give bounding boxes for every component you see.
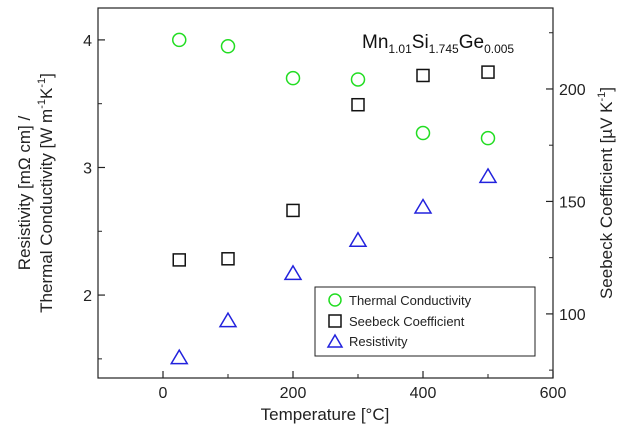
y-left-axis-title: Resistivity [mΩ cm] / Thermal Conductivi… bbox=[15, 73, 56, 313]
point-resistivity bbox=[413, 198, 433, 214]
legend-label-seebeck: Seebeck Coefficient bbox=[349, 314, 465, 329]
point-seebeck-coefficient bbox=[481, 65, 495, 79]
point-seebeck-coefficient bbox=[286, 203, 300, 218]
data-marks bbox=[169, 32, 498, 365]
legend-marker-resistivity bbox=[326, 333, 344, 348]
y-left-tick-label: 4 bbox=[83, 33, 92, 50]
legend-marker-thermal-conductivity bbox=[328, 293, 342, 307]
point-resistivity bbox=[348, 231, 368, 247]
y-right-axis-title: Seebeck Coefficient [µV K-1] bbox=[596, 87, 616, 299]
y-right-tick-label: 100 bbox=[559, 307, 586, 324]
x-axis-title: Temperature [°C] bbox=[261, 405, 390, 424]
y-right-tick-label: 150 bbox=[559, 194, 586, 211]
point-resistivity bbox=[218, 311, 238, 328]
point-seebeck-coefficient bbox=[172, 253, 186, 267]
point-seebeck-coefficient bbox=[351, 97, 365, 112]
x-tick-label: 0 bbox=[159, 385, 168, 402]
y-left-title-line-2: Thermal Conductivity [W m-1K-1] bbox=[36, 73, 56, 313]
point-thermal-conductivity bbox=[415, 125, 431, 141]
y-right-tick-label: 200 bbox=[559, 82, 586, 99]
point-thermal-conductivity bbox=[220, 39, 236, 54]
point-thermal-conductivity bbox=[172, 32, 187, 48]
legend-label-thermal-conductivity: Thermal Conductivity bbox=[349, 293, 472, 308]
ticks: 0 200 400 600 2 3 4 100 150 200 bbox=[83, 32, 586, 402]
plot-frame bbox=[97, 7, 554, 379]
y-left-tick-label: 3 bbox=[83, 160, 92, 177]
point-thermal-conductivity bbox=[350, 72, 366, 87]
point-resistivity bbox=[283, 264, 303, 281]
x-tick-label: 400 bbox=[410, 385, 437, 402]
legend-label-resistivity: Resistivity bbox=[349, 334, 408, 349]
point-seebeck-coefficient bbox=[221, 252, 235, 266]
point-resistivity bbox=[169, 348, 189, 365]
x-tick-label: 200 bbox=[280, 385, 307, 402]
legend: Thermal Conductivity Seebeck Coefficient… bbox=[314, 286, 536, 357]
y-left-title-line-1: Resistivity [mΩ cm] / bbox=[15, 116, 34, 271]
point-thermal-conductivity bbox=[285, 70, 301, 86]
point-resistivity bbox=[478, 167, 498, 184]
legend-marker-seebeck bbox=[328, 314, 342, 328]
y-left-tick-label: 2 bbox=[83, 288, 92, 305]
annotation-formula: Mn1.01Si1.745Ge0.005 bbox=[362, 32, 514, 56]
point-seebeck-coefficient bbox=[416, 68, 430, 83]
legend-box bbox=[314, 286, 536, 357]
x-tick-label: 600 bbox=[540, 385, 567, 402]
point-thermal-conductivity bbox=[480, 130, 496, 146]
